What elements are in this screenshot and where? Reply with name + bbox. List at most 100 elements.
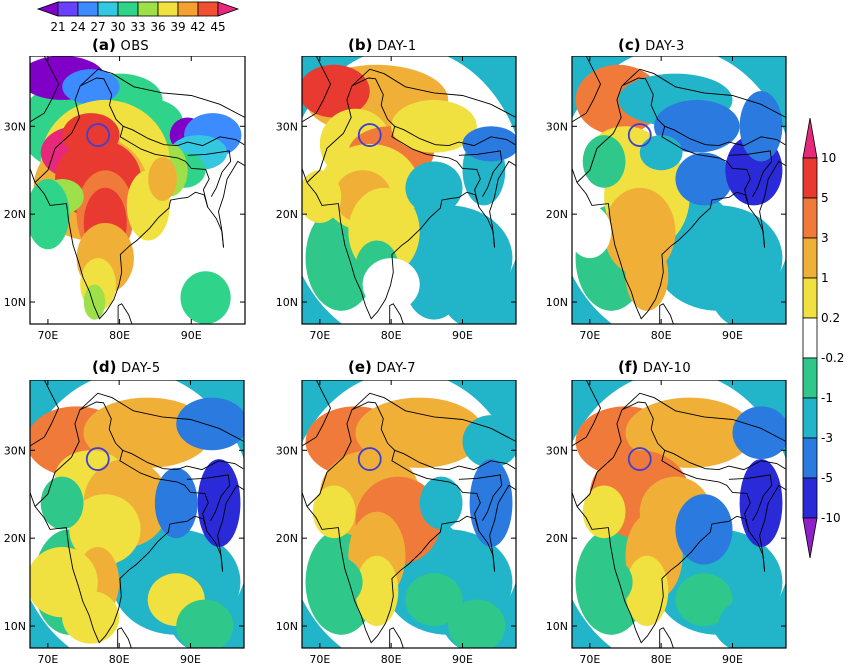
map-outline: [351, 68, 516, 118]
field-patch: [30, 179, 70, 250]
map-outline: [79, 68, 245, 118]
field-patch: [62, 590, 120, 644]
map-frame: [301, 380, 517, 649]
obs-colorbar-swatch: [197, 1, 219, 17]
field-patch: [675, 196, 733, 267]
field-patch: [355, 397, 484, 468]
map-outline: [176, 481, 209, 532]
map-outline: [489, 160, 516, 248]
map-outline: [448, 157, 481, 208]
field-patch: [405, 573, 463, 627]
field-patch: [176, 397, 244, 451]
field-patch: [582, 485, 626, 539]
lat-tick-label: 10N: [276, 296, 298, 309]
field-patch: [572, 205, 612, 259]
map-outline: [302, 56, 331, 123]
map-outline: [572, 492, 578, 507]
lon-tick-label: 90E: [452, 653, 473, 666]
map-outline: [759, 484, 786, 572]
diff-colorbar-swatch: [802, 197, 818, 239]
obs-colorbar-label: 33: [130, 20, 145, 34]
lat-tick-label: 30N: [546, 120, 568, 133]
map-outline: [306, 182, 496, 320]
panel-name: DAY-10: [638, 361, 692, 376]
field-patch: [625, 397, 754, 468]
map-outline: [302, 492, 308, 507]
diff-colorbar-label: 1: [821, 271, 829, 285]
map-outline: [572, 56, 601, 123]
panel-tag: (d): [92, 358, 117, 376]
map-outline: [306, 401, 516, 507]
map-outline: [187, 150, 232, 197]
field-patch: [639, 135, 683, 171]
obs-colorbar-label: 30: [110, 20, 125, 34]
field-patch: [180, 271, 231, 324]
obs-colorbar-swatch: [77, 1, 99, 17]
lat-tick-label: 20N: [546, 532, 568, 545]
field-patch: [675, 573, 733, 627]
field-patch: [40, 476, 84, 530]
map-outline: [661, 450, 719, 483]
lon-tick-label: 70E: [579, 653, 600, 666]
obs-colorbar: 21 24 27 30 33 36 39 42 45: [36, 1, 240, 34]
map-outline: [30, 168, 36, 183]
obs-colorbar-label: 24: [70, 20, 85, 34]
diff-colorbar-label: -0.2: [821, 351, 844, 365]
map-outline: [661, 126, 719, 159]
obs-colorbar-swatch: [117, 1, 139, 17]
panel-title-b: (b) DAY-1: [348, 36, 417, 54]
map-outline: [391, 450, 449, 483]
map-outline: [659, 303, 674, 324]
map-outline: [117, 303, 133, 324]
field-patch: [305, 555, 363, 609]
panel-tag: (f): [618, 358, 639, 376]
panel-title-d: (d) DAY-5: [92, 358, 161, 376]
diff-colorbar-label: -3: [821, 431, 833, 445]
map-outline: [576, 401, 786, 507]
lat-tick-label: 20N: [276, 208, 298, 221]
map-outline: [448, 481, 481, 532]
field-patch: [405, 249, 463, 320]
lat-tick-label: 10N: [546, 296, 568, 309]
lon-tick-label: 80E: [109, 329, 130, 342]
map-outline: [391, 126, 449, 159]
field-patch: [312, 485, 356, 539]
map-frame: [301, 56, 517, 325]
diff-colorbar-label: 10: [821, 151, 836, 165]
map-outline: [659, 627, 674, 648]
diff-colorbar-swatch: [802, 157, 818, 199]
obs-colorbar-swatch: [157, 1, 179, 17]
diff-colorbar-label: -1: [821, 391, 833, 405]
panel-tag: (c): [618, 36, 641, 54]
panel-title-c: (c) DAY-3: [618, 36, 685, 54]
map-outline: [389, 303, 404, 324]
diff-colorbar-swatch: [802, 437, 818, 479]
lon-tick-label: 80E: [651, 653, 672, 666]
field-patch: [675, 152, 733, 206]
obs-colorbar-swatch: [36, 1, 59, 17]
diff-colorbar-swatch: [802, 237, 818, 279]
field-patch: [391, 99, 477, 153]
field-patch: [675, 494, 733, 565]
lon-tick-label: 90E: [181, 329, 202, 342]
map-outline: [576, 182, 766, 320]
panel-tag: (e): [348, 358, 372, 376]
map-outline: [177, 157, 210, 208]
obs-colorbar-label: 39: [170, 20, 185, 34]
lat-tick-label: 30N: [276, 120, 298, 133]
map-outline: [351, 392, 516, 442]
diff-colorbar-swatch: [802, 477, 818, 519]
region-marker: [357, 123, 382, 147]
field-patch: [732, 406, 786, 460]
map-panel-e: 10N 20N 30N 70E 80E 90E: [276, 380, 517, 666]
field-patch: [625, 240, 669, 311]
map-outline: [30, 56, 60, 123]
map-outline: [718, 481, 751, 532]
map-outline: [79, 392, 244, 442]
map-outline: [302, 380, 331, 447]
field-patch: [362, 258, 420, 311]
field-patch: [654, 99, 740, 153]
map-outline: [389, 627, 404, 648]
diff-colorbar: 10 5 3 1 0.2 -0.2 -1 -3 -5 -10: [802, 118, 844, 559]
map-outline: [34, 182, 224, 320]
